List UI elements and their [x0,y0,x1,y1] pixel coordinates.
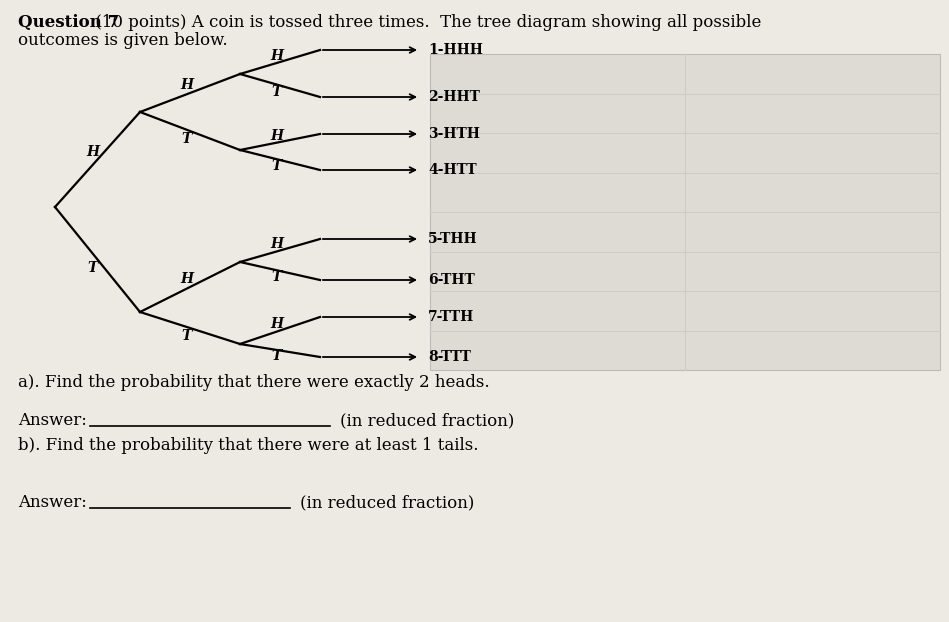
Text: 1-HHH: 1-HHH [428,43,483,57]
Text: H: H [270,317,284,332]
Text: (in reduced fraction): (in reduced fraction) [300,494,474,511]
Text: (10 points) A coin is tossed three times.  The tree diagram showing all possible: (10 points) A coin is tossed three times… [90,14,761,31]
Text: H: H [86,144,99,159]
Text: H: H [180,272,194,286]
Bar [430,54,940,370]
Text: T: T [271,159,282,173]
Text: H: H [270,238,284,251]
Text: H: H [180,78,194,92]
Text: 8-TTT: 8-TTT [428,350,471,364]
Text: T: T [182,329,193,343]
Text: 5-THH: 5-THH [428,232,477,246]
Text: 4-HTT: 4-HTT [428,163,476,177]
Text: Answer:: Answer: [18,494,87,511]
Text: Question 7: Question 7 [18,14,120,31]
Text: H: H [270,49,284,63]
Text: a). Find the probability that there were exactly 2 heads.: a). Find the probability that there were… [18,374,490,391]
Text: T: T [271,85,282,98]
Text: T: T [271,350,282,363]
Text: Answer:: Answer: [18,412,87,429]
Text: 2-HHT: 2-HHT [428,90,480,104]
Text: outcomes is given below.: outcomes is given below. [18,32,228,49]
Text: T: T [182,132,193,146]
Text: H: H [270,129,284,143]
Text: 7-TTH: 7-TTH [428,310,474,324]
Text: (in reduced fraction): (in reduced fraction) [340,412,514,429]
Text: T: T [271,270,282,284]
Text: 6-THT: 6-THT [428,273,474,287]
Text: T: T [87,261,98,274]
Text: b). Find the probability that there were at least 1 tails.: b). Find the probability that there were… [18,437,478,454]
Text: 3-HTH: 3-HTH [428,127,480,141]
